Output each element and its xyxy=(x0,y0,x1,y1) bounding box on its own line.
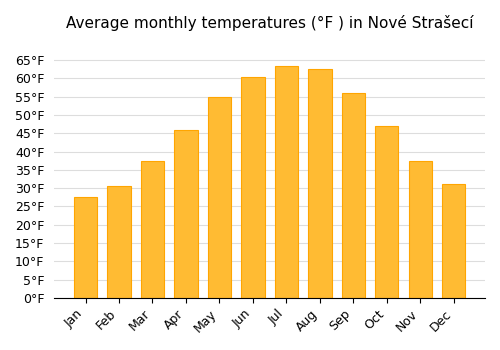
Bar xyxy=(442,184,466,298)
Bar xyxy=(274,66,298,298)
Bar xyxy=(140,161,164,298)
Bar xyxy=(208,97,231,298)
Bar xyxy=(241,77,264,298)
Bar xyxy=(308,69,332,298)
Bar xyxy=(408,161,432,298)
Bar xyxy=(375,126,398,298)
Bar xyxy=(342,93,365,298)
Bar xyxy=(108,186,130,298)
Title: Average monthly temperatures (°F ) in Nové Strašecí: Average monthly temperatures (°F ) in No… xyxy=(66,15,474,31)
Bar xyxy=(174,130,198,298)
Bar xyxy=(74,197,97,298)
